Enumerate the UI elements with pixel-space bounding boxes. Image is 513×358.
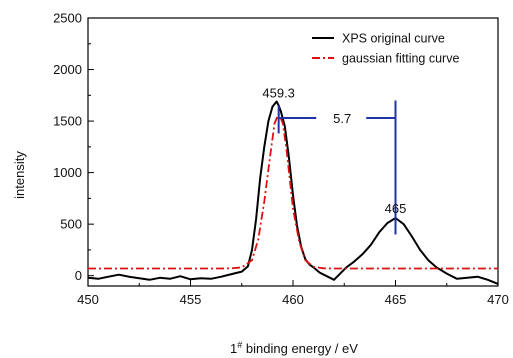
axes-layer: 450 455 460 465 470 0 500 1000 1500 2000 2500 <box>53 11 509 308</box>
legend-label-gaussian: gaussian fitting curve <box>342 52 459 66</box>
x-axis-label-prefix: 1 <box>230 341 237 356</box>
x-tick-label: 450 <box>77 292 99 307</box>
x-tick-label: 470 <box>487 292 509 307</box>
x-tick-label: 465 <box>385 292 407 307</box>
y-tick-label: 2000 <box>53 62 82 77</box>
y-tick-label: 1000 <box>53 165 82 180</box>
legend-label-xps: XPS original curve <box>342 32 445 46</box>
x-tick-label: 460 <box>282 292 304 307</box>
x-axis-label: 1# binding energy / eV <box>230 340 358 356</box>
separation-label: 5.7 <box>333 111 351 126</box>
x-axis-label-superscript: # <box>237 340 242 350</box>
peak-label-459: 459.3 <box>262 85 295 100</box>
peak-label-465: 465 <box>385 201 407 216</box>
y-tick-label: 1500 <box>53 114 82 129</box>
annotation-layer <box>277 100 397 235</box>
series-layer <box>87 100 499 285</box>
series-xps-original-curve <box>87 100 499 285</box>
x-tick-label: 455 <box>180 292 202 307</box>
y-axis-label: intensity <box>12 151 27 199</box>
y-tick-label: 2500 <box>53 11 82 26</box>
y-tick-label: 500 <box>60 217 82 232</box>
y-tick-label: 0 <box>75 268 82 283</box>
x-axis-label-text: binding energy / eV <box>242 341 358 356</box>
legend: XPS original curve gaussian fitting curv… <box>312 32 459 66</box>
